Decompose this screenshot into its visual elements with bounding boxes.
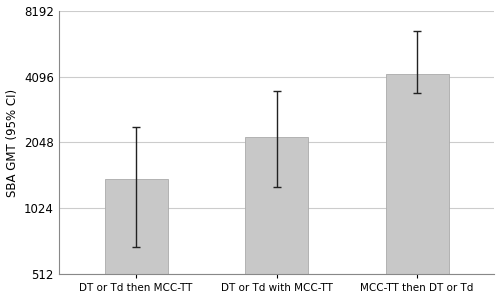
Bar [245,137,308,299]
Bar [104,179,168,299]
Bar [386,74,449,299]
Y-axis label: SBA GMT (95% CI): SBA GMT (95% CI) [6,89,18,196]
